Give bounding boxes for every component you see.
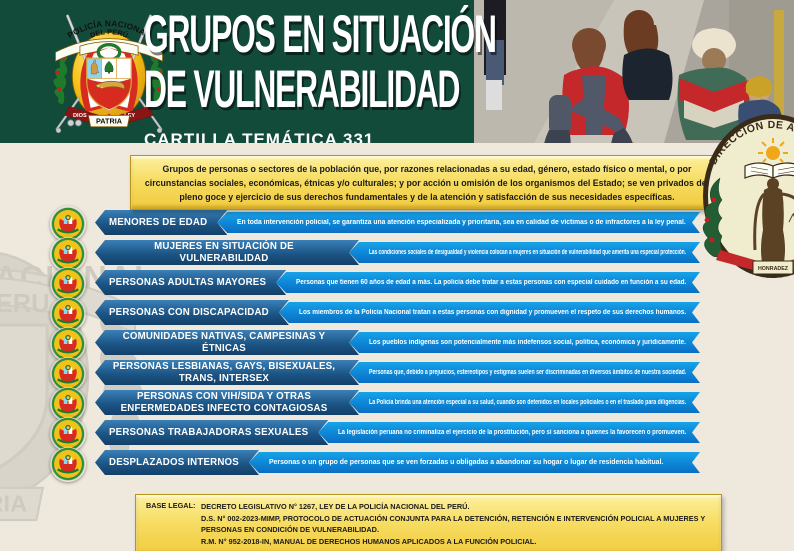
svg-text:PATRIA: PATRIA [0,490,27,516]
svg-text:PATRIA: PATRIA [96,117,123,126]
svg-text:DIOS: DIOS [73,113,87,119]
svg-text:HONRADEZ: HONRADEZ [758,266,789,272]
